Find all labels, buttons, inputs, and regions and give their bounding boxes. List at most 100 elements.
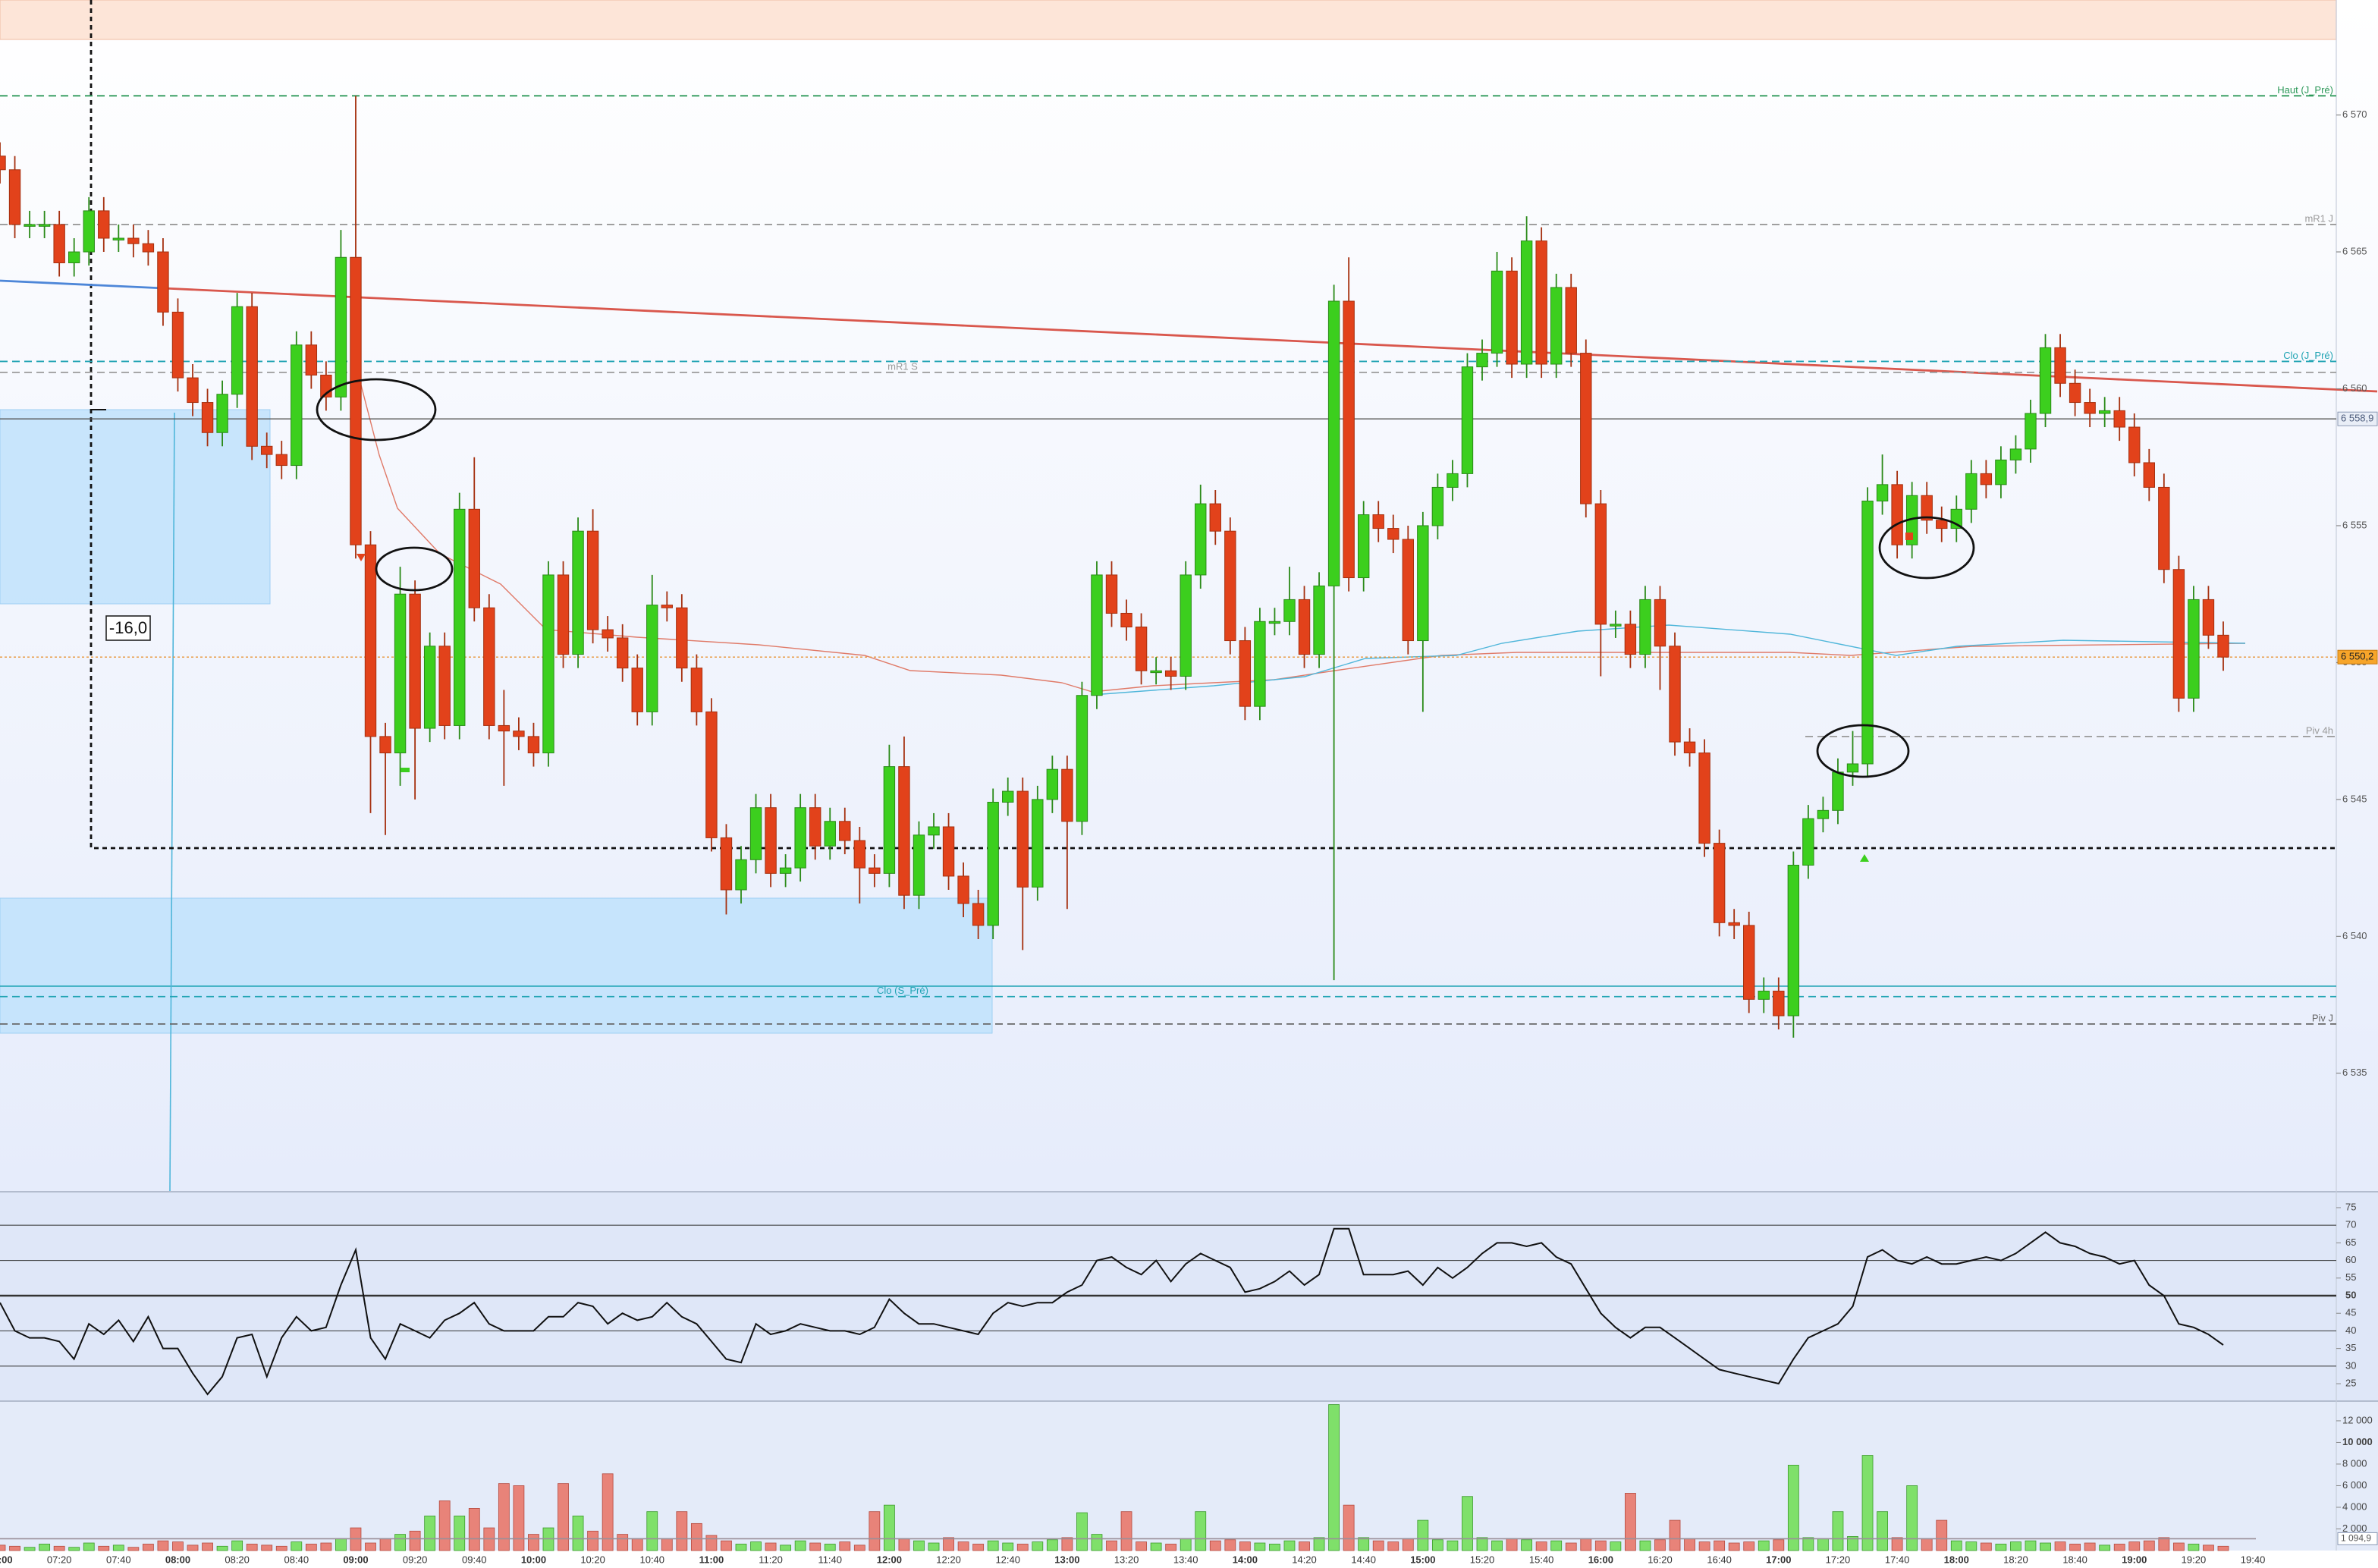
- volume-bar: [1299, 1541, 1310, 1551]
- volume-bar: [1965, 1541, 1977, 1551]
- candle-body: [1402, 539, 1414, 642]
- candle-body: [1876, 484, 1889, 501]
- volume-bar: [1016, 1544, 1029, 1551]
- volume-bar: [1950, 1540, 1962, 1551]
- level-label: mR1 J: [2304, 212, 2333, 224]
- volume-bar: [853, 1544, 865, 1551]
- x-tick-label: 11:40: [818, 1554, 842, 1565]
- x-tick-label: 08:40: [284, 1554, 309, 1565]
- volume-bar: [454, 1515, 466, 1551]
- candle-body: [1535, 240, 1547, 365]
- x-tick-label: 07:40: [106, 1554, 131, 1565]
- volume-bar: [1906, 1485, 1918, 1551]
- volume-bar: [1787, 1464, 1799, 1551]
- volume-bar: [928, 1542, 940, 1551]
- x-tick-label: 16:00: [1588, 1554, 1613, 1565]
- volume-bar: [409, 1530, 421, 1551]
- candle-body: [765, 807, 777, 874]
- candle-body: [1802, 818, 1814, 866]
- rsi-tick-label: 60: [2345, 1254, 2356, 1265]
- vwap-line: [359, 379, 2246, 693]
- volume-bar: [690, 1522, 702, 1551]
- volume-bar: [39, 1544, 51, 1551]
- candle-body: [187, 377, 199, 404]
- candle-body: [83, 210, 95, 253]
- volume-average-box: [2337, 1532, 2378, 1545]
- x-tick-label: 14:00: [1233, 1554, 1258, 1565]
- volume-bar: [572, 1515, 584, 1551]
- x-tick-label: 16:20: [1648, 1554, 1673, 1565]
- candle-body: [1283, 599, 1296, 622]
- x-tick-label: 15:40: [1529, 1554, 1554, 1565]
- signal-mark: [1905, 533, 1913, 540]
- volume-tick-label: 6 000: [2342, 1479, 2367, 1491]
- volume-bar: [676, 1511, 688, 1551]
- volume-tick-label: 2 000: [2342, 1522, 2367, 1534]
- candle-body: [1506, 270, 1518, 365]
- volume-bar: [305, 1544, 317, 1551]
- candle-body: [2039, 347, 2052, 414]
- volume-bar: [1491, 1540, 1503, 1551]
- volume-bar: [468, 1508, 480, 1551]
- volume-bar: [1343, 1504, 1355, 1551]
- candle-body: [142, 243, 155, 253]
- rsi-tick-label: 75: [2345, 1201, 2356, 1212]
- candle-body: [98, 210, 110, 239]
- volume-bar: [1684, 1538, 1695, 1551]
- volume-bar: [2203, 1544, 2214, 1551]
- volume-bar: [1180, 1538, 1192, 1551]
- volume-bar: [824, 1544, 836, 1551]
- candle-body: [291, 344, 303, 467]
- trend-line: [0, 279, 165, 290]
- candle-body: [513, 731, 525, 737]
- volume-tick-label: 10 000: [2342, 1436, 2373, 1447]
- volume-bar: [2054, 1541, 2066, 1551]
- volume-bar: [839, 1541, 851, 1551]
- candle-body: [646, 605, 658, 712]
- candle-body: [1357, 514, 1370, 579]
- highlight-ellipse: [375, 546, 454, 592]
- x-tick-label: 13:20: [1114, 1554, 1139, 1565]
- x-tick-label: 10:00: [521, 1554, 546, 1565]
- candle-body: [394, 593, 407, 754]
- candle-body: [379, 736, 391, 754]
- rsi-tick-label: 70: [2345, 1219, 2356, 1230]
- volume-bar: [943, 1537, 954, 1551]
- volume-bar: [587, 1530, 598, 1551]
- candle-body: [586, 530, 599, 630]
- volume-bar: [2217, 1545, 2229, 1551]
- candle-body: [438, 646, 451, 726]
- volume-bar: [2040, 1542, 2051, 1551]
- volume-bar: [216, 1545, 228, 1551]
- volume-bar: [246, 1544, 258, 1551]
- signal-mark: [401, 768, 410, 772]
- candle-body: [1624, 624, 1637, 655]
- candle-body: [1372, 514, 1384, 529]
- candle-body: [1032, 799, 1044, 888]
- volume-bar: [913, 1540, 925, 1551]
- highlight-ellipse: [316, 378, 437, 441]
- volume-bar: [1743, 1541, 1755, 1551]
- annotation: -16,0: [109, 618, 147, 637]
- candle-body: [157, 251, 169, 313]
- y-tick-label: 6 565: [2342, 245, 2367, 256]
- candle-body: [1936, 520, 1948, 529]
- candle-body: [1002, 790, 1014, 803]
- x-tick-label: 13:00: [1054, 1554, 1079, 1565]
- x-tick-label: 09:40: [462, 1554, 487, 1565]
- signal-arrow: [357, 554, 366, 561]
- candle-body: [1431, 486, 1444, 526]
- volume-bar: [335, 1538, 347, 1551]
- candle-body: [1610, 624, 1622, 627]
- vertical-line: [169, 412, 175, 1192]
- candle-body: [1046, 768, 1059, 800]
- x-tick-label: 18:00: [1944, 1554, 1969, 1565]
- candle-body: [809, 807, 821, 847]
- candle-body: [957, 875, 969, 904]
- volume-bar: [898, 1538, 910, 1551]
- volume-bar: [528, 1534, 539, 1551]
- candle-body: [1565, 287, 1577, 354]
- rsi-tick-label: 30: [2345, 1359, 2356, 1371]
- time-axis-bg: [0, 1551, 2378, 1568]
